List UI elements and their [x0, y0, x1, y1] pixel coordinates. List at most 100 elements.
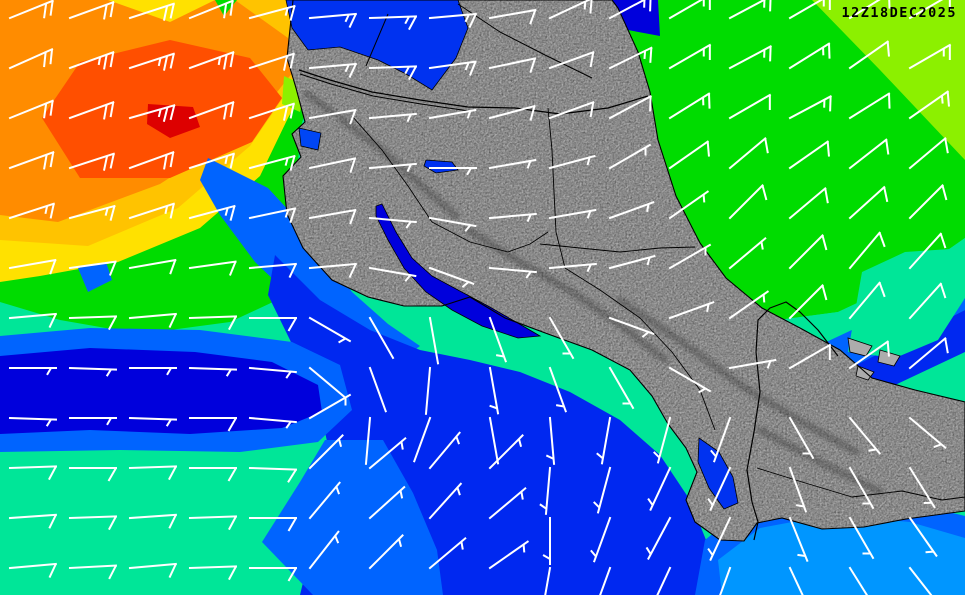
- wind-barb: [368, 15, 418, 31]
- wind-barb: [848, 92, 891, 120]
- wind-barb: [68, 152, 116, 171]
- wind-barb: [308, 12, 357, 29]
- province-line-guanacaste: [351, 115, 433, 223]
- wind-barb: [539, 466, 552, 515]
- wind-barb: [848, 566, 869, 595]
- wind-barb: [728, 137, 769, 170]
- wind-barb: [788, 140, 830, 170]
- wind-barb: [548, 100, 595, 120]
- wind-barb: [548, 366, 568, 413]
- bocas-island-2: [877, 349, 901, 367]
- wind-barb: [596, 416, 612, 465]
- wind-barb: [428, 431, 461, 470]
- wind-barb: [428, 12, 477, 29]
- wind-barb: [908, 516, 938, 558]
- wind-barb: [788, 234, 828, 270]
- wind-barb: [368, 216, 417, 229]
- wind-barb: [128, 2, 176, 21]
- wind-barb: [668, 366, 712, 394]
- wind-barb: [788, 343, 832, 370]
- wind-barb: [848, 466, 875, 510]
- wind-barb: [308, 157, 357, 174]
- wind-barb: [488, 8, 537, 25]
- wind-barb: [248, 416, 297, 429]
- wind-barb: [488, 416, 500, 465]
- wind-barb: [128, 52, 176, 71]
- golfo-dulce: [697, 437, 739, 510]
- wind-barb: [707, 466, 732, 512]
- wind-barb: [608, 254, 656, 270]
- wind-barb: [189, 467, 237, 482]
- wind-barb: [308, 481, 341, 520]
- wind-barb: [68, 315, 118, 331]
- landmass: [283, 0, 965, 541]
- wind-barb: [908, 137, 949, 170]
- wind-barb: [308, 62, 357, 79]
- lake-arenal: [423, 159, 459, 174]
- wind-barb: [608, 95, 652, 120]
- wind-barb: [68, 366, 118, 377]
- coastline: [282, 0, 965, 542]
- wind-barb: [8, 202, 56, 220]
- wind-barb: [788, 187, 829, 220]
- wind-barb: [128, 202, 176, 220]
- wind-barb: [428, 216, 477, 232]
- wind-barb: [707, 516, 732, 562]
- wind-barb: [368, 366, 388, 413]
- wind-barb: [8, 0, 54, 20]
- wind-barb: [8, 513, 57, 529]
- wind-barb: [908, 566, 933, 595]
- wind-barb: [424, 366, 432, 415]
- wind-barb: [788, 0, 831, 20]
- wind-barb: [548, 262, 597, 273]
- wind-barb: [128, 258, 177, 275]
- region-lightblue-bottom-right: [718, 515, 965, 595]
- wind-barb: [728, 358, 777, 370]
- wind-barb: [488, 366, 500, 415]
- wind-barb: [908, 90, 950, 120]
- province-line-heredia: [547, 107, 566, 269]
- wind-barb: [8, 312, 57, 329]
- region-navy-top-corner: [612, 0, 660, 36]
- wind-barb: [908, 0, 951, 20]
- wind-barb: [188, 204, 236, 221]
- wind-barb: [848, 0, 891, 20]
- wind-barb: [908, 232, 947, 270]
- wind-barb: [710, 416, 732, 463]
- wind-barb: [428, 108, 477, 120]
- wind-barb: [69, 467, 117, 482]
- region-green-northeast: [552, 0, 965, 320]
- wind-barb: [908, 184, 948, 220]
- wind-barb: [647, 466, 672, 512]
- political-borders: [282, 0, 965, 542]
- wind-barb: [848, 516, 875, 560]
- wind-barb: [68, 50, 115, 70]
- wind-barb: [308, 208, 357, 225]
- wind-barb: [128, 104, 176, 123]
- wind-barb: [908, 337, 949, 370]
- region-medblue-pacific-coast-band: [200, 158, 420, 362]
- lakes-and-gulfs: [285, 0, 739, 510]
- wind-barb: [68, 515, 118, 531]
- wind-barb: [719, 566, 732, 595]
- wind-barb: [608, 0, 652, 20]
- wind-barb: [542, 517, 551, 565]
- costa-rica-panama-border: [746, 301, 839, 541]
- wind-barb: [128, 150, 175, 170]
- wind-barb: [668, 0, 711, 20]
- wind-barb: [788, 516, 809, 562]
- wind-barb: [788, 284, 828, 320]
- wind-barb: [8, 416, 58, 427]
- wind-barb: [728, 237, 767, 270]
- wind-barb: [728, 184, 768, 220]
- wind-barb: [248, 466, 298, 483]
- wind-barbs: [8, 0, 952, 595]
- wind-barb: [544, 566, 552, 595]
- wind-barb: [308, 366, 347, 399]
- wind-barb: [848, 40, 890, 70]
- wind-barb: [548, 0, 593, 20]
- mountain-ridge-1: [464, 226, 669, 364]
- wind-barb: [728, 93, 772, 120]
